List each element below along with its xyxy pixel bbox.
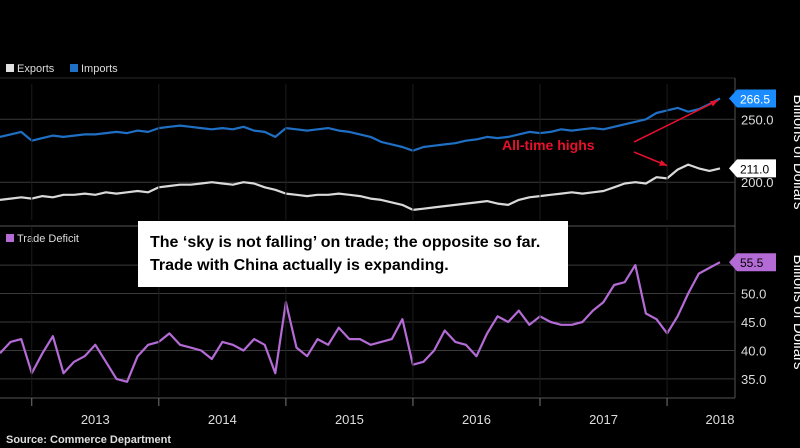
- legend-label-imports: Imports: [81, 63, 118, 75]
- legend-swatch-imports: [70, 64, 78, 72]
- bottom-y-axis-title: Billions of Dollars: [790, 254, 800, 369]
- bottom-y-tick-label: 45.0: [741, 315, 766, 330]
- x-tick-label: 2014: [208, 412, 237, 427]
- end-label-imports-text: 266.5: [740, 92, 770, 106]
- callout-all-time-highs: All-time highs: [502, 137, 595, 153]
- end-label-exports: 211.0: [729, 159, 776, 178]
- bottom-y-tick-label: 35.0: [741, 372, 766, 387]
- top-y-axis-title: Billions of Dollars: [790, 94, 800, 209]
- end-label-trade-deficit: 55.5: [729, 253, 776, 272]
- top-panel-gridlines: 200.0 250.0: [0, 112, 774, 190]
- annotation-box: The ‘sky is not falling’ on trade; the o…: [138, 221, 568, 287]
- legend-swatch-exports: [6, 64, 14, 72]
- imports-line: [0, 97, 721, 152]
- source-note: Source: Commerce Department: [6, 434, 171, 446]
- x-axis: 2013 2014 2015 2016 2017 2018: [31, 84, 735, 427]
- trade-deficit-line: [0, 261, 721, 383]
- exports-line: [0, 163, 721, 211]
- bottom-panel-gridlines: 35.040.045.050.055.0: [0, 258, 766, 387]
- arrow-to-imports-high: [633, 99, 719, 143]
- top-y-tick-label: 250.0: [741, 112, 774, 127]
- x-tick-label: 2018: [706, 412, 735, 427]
- bottom-y-tick-label: 50.0: [741, 287, 766, 302]
- x-tick-label: 2016: [462, 412, 491, 427]
- arrow-to-exports-high-head: [659, 159, 668, 166]
- callout-arrows: [633, 99, 719, 167]
- end-label-exports-text: 211.0: [740, 162, 769, 176]
- bottom-y-tick-label: 40.0: [741, 343, 766, 358]
- x-tick-label: 2013: [81, 412, 110, 427]
- end-label-exports-bg: [729, 159, 776, 178]
- end-label-trade-deficit-bg: [729, 253, 776, 272]
- legend-label-exports: Exports: [17, 63, 55, 75]
- chart-subtitle: U.S. exports and imports have hit record…: [6, 39, 498, 56]
- end-label-imports: 266.5: [729, 89, 776, 108]
- chart-title: Booming Trade: [6, 5, 173, 31]
- x-tick-label: 2015: [335, 412, 364, 427]
- legend-label-trade-deficit: Trade Deficit: [17, 233, 79, 245]
- legend-swatch-trade-deficit: [6, 234, 14, 242]
- series-layer: 266.5 211.0 55.5: [0, 89, 776, 383]
- end-label-trade-deficit-text: 55.5: [740, 256, 764, 270]
- top-y-tick-label: 200.0: [741, 175, 774, 190]
- arrow-to-imports-high-head: [710, 100, 718, 107]
- x-tick-label: 2017: [589, 412, 618, 427]
- end-label-imports-bg: [729, 89, 776, 108]
